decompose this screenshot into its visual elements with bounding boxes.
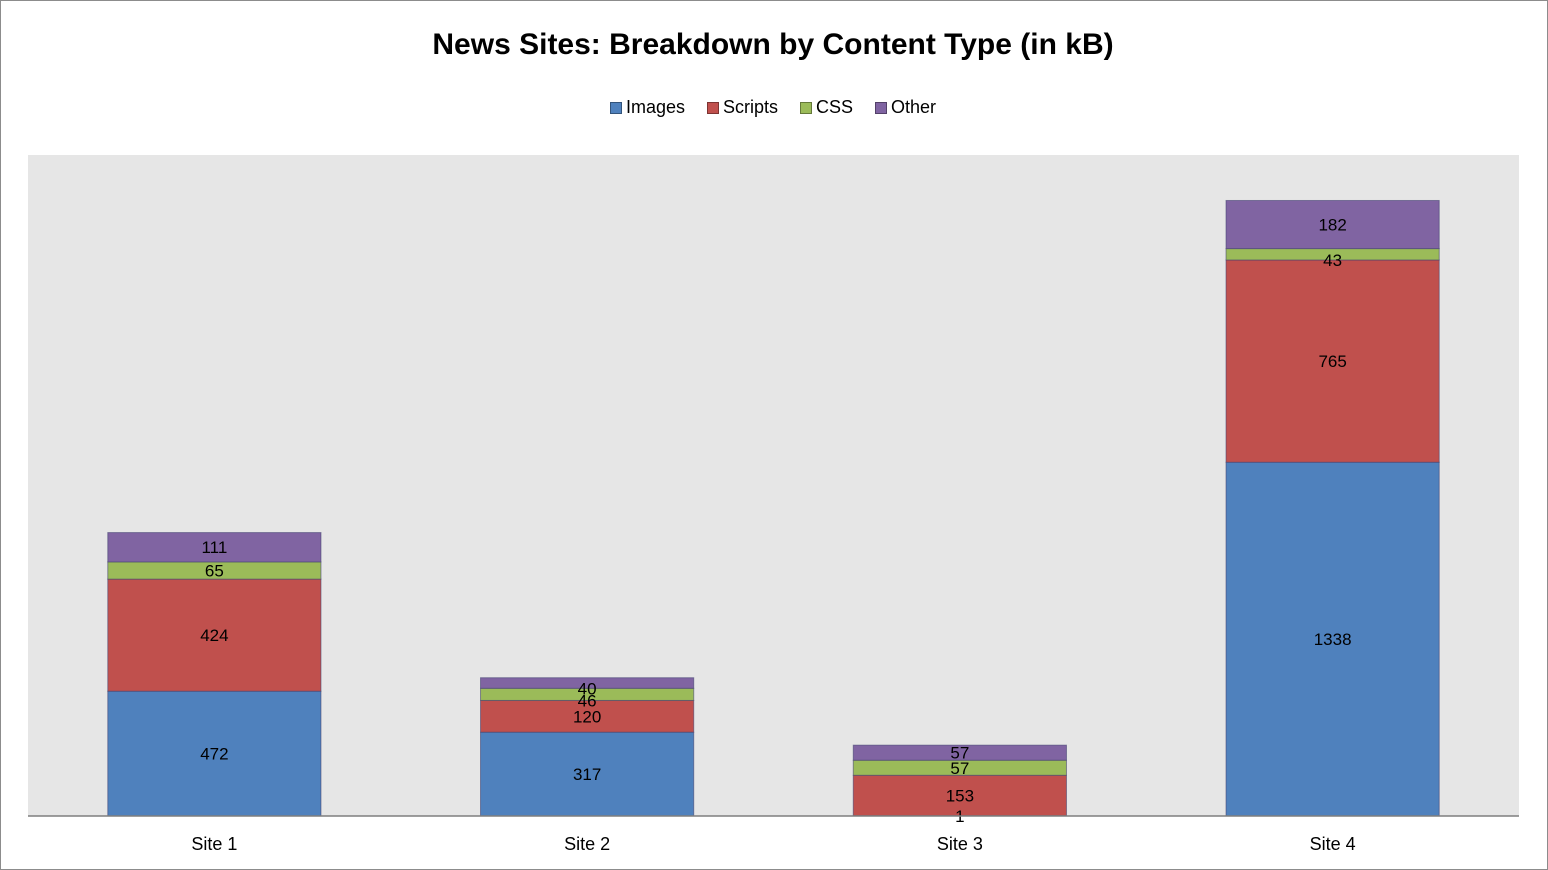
value-label-site-2-images: 317	[573, 765, 601, 784]
bar-site-1-scripts	[107, 578, 322, 692]
legend-swatch-other	[875, 101, 888, 114]
value-label-site-1-css: 65	[205, 562, 224, 581]
bar-site-1-images	[107, 690, 322, 817]
legend-item-scripts: Scripts	[706, 97, 778, 118]
bar-site-2-other	[480, 677, 695, 689]
bar-site-4-other	[1225, 199, 1440, 250]
legend-item-css: CSS	[800, 97, 853, 118]
value-label-site-4-scripts: 765	[1318, 352, 1346, 371]
value-label-site-1-images: 472	[200, 745, 228, 764]
value-label-site-2-css: 46	[578, 691, 597, 710]
value-label-site-3-scripts: 153	[946, 787, 974, 806]
chart-title: News Sites: Breakdown by Content Type (i…	[432, 28, 1114, 61]
value-label-site-1-other: 111	[201, 538, 227, 557]
bar-site-3-other	[852, 744, 1067, 761]
x-tick-label-site-1: Site 1	[191, 834, 237, 854]
legend-swatch-images	[609, 101, 622, 114]
x-tick-label-site-4: Site 4	[1310, 834, 1356, 854]
legend: Images Scripts CSS Other	[0, 97, 1546, 118]
value-label-site-4-other: 182	[1318, 216, 1346, 235]
value-labels-group: 4724246511131712046401153575713387654318…	[200, 216, 1351, 826]
value-label-site-3-other: 57	[950, 744, 969, 763]
x-tick-label-site-3: Site 3	[937, 834, 983, 854]
legend-label-css: CSS	[816, 97, 854, 117]
bar-site-2-images	[480, 731, 695, 817]
legend-label-scripts: Scripts	[722, 97, 778, 117]
x-tick-labels-group: Site 1 Site 2 Site 3 Site 4	[191, 834, 1355, 854]
bar-site-2-scripts	[480, 699, 695, 733]
value-label-site-4-images: 1338	[1314, 630, 1352, 649]
value-label-site-3-css: 57	[950, 759, 969, 778]
value-label-site-1-scripts: 424	[200, 626, 228, 645]
legend-label-other: Other	[891, 97, 937, 117]
x-tick-label-site-2: Site 2	[564, 834, 610, 854]
bar-site-4-scripts	[1225, 259, 1440, 463]
legend-label-images: Images	[625, 97, 685, 117]
legend-item-images: Images	[609, 97, 685, 118]
legend-item-other: Other	[875, 97, 936, 118]
legend-swatch-scripts	[706, 101, 719, 114]
bar-site-1-other	[107, 532, 322, 563]
legend-swatch-css	[800, 101, 812, 114]
bars-group	[107, 199, 1440, 817]
value-label-site-2-scripts: 120	[573, 707, 601, 726]
value-label-site-2-other: 40	[578, 679, 597, 698]
value-label-site-4-css: 43	[1323, 251, 1342, 270]
